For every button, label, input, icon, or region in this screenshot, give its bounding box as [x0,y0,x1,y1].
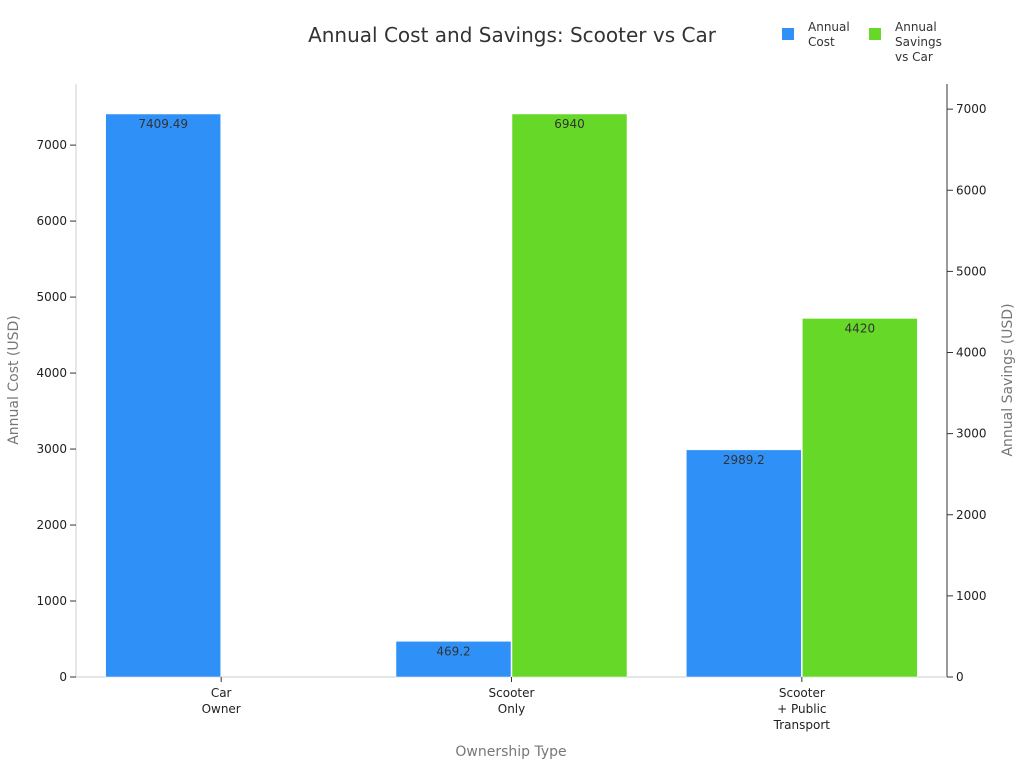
bar-value-label: 2989.2 [723,453,765,467]
y2-tick-label: 3000 [956,427,987,441]
bar-annual-savings-vs-car-scooter-public-transport [802,318,918,678]
bar-annual-cost-scooter-public-transport [686,449,802,678]
x-tick-label-line: Owner [202,702,241,716]
y2-tick-label: 0 [956,670,964,684]
bar-annual-savings-vs-car-scooter-only [511,113,628,678]
y2-tick-label: 5000 [956,264,987,278]
y-tick-label: 5000 [36,290,67,304]
bar-value-label: 4420 [845,321,876,335]
y2-tick-label: 1000 [956,589,987,603]
y-tick-label: 3000 [36,442,67,456]
bar-value-label: 6940 [554,117,585,131]
y2-tick-label: 2000 [956,508,987,522]
right-y-ticks: 0 1000 2000 3000 4000 5000 6000 7000 [947,102,987,684]
y2-tick-label: 6000 [956,183,987,197]
bar-value-label: 7409.49 [138,117,188,131]
x-ticks: Car Owner Scooter Only Scooter + Public Transp… [202,677,831,732]
legend-label-annual-savings-vs-car: Annual Savings vs Car [895,20,942,64]
legend-label-line: Savings [895,35,942,49]
bars [105,113,918,678]
bar-annual-cost-scooter-only [395,641,512,678]
x-tick-label-line: Scooter [779,686,825,700]
y2-tick-label: 4000 [956,346,987,360]
y-tick-label: 0 [59,670,67,684]
y-tick-label: 2000 [36,518,67,532]
chart-title: Annual Cost and Savings: Scooter vs Car [308,23,717,47]
x-axis-title: Ownership Type [455,744,566,760]
y2-axis-title: Annual Savings (USD) [1000,303,1016,456]
bar-labels: 7409.49 469.2 6940 2989.2 4420 [138,117,875,658]
legend-label-annual-cost: Annual Cost [808,20,850,49]
legend-label-line: Annual [895,20,937,34]
x-tick-label-line: Transport [773,718,831,732]
left-y-ticks: 0 1000 2000 3000 4000 5000 6000 7000 [36,138,76,684]
y-tick-label: 1000 [36,594,67,608]
legend-swatch-annual-savings-vs-car [869,28,881,40]
x-tick-label: Scooter + Public Transport [773,686,831,732]
x-tick-label: Scooter Only [489,686,535,716]
x-tick-label-line: Car [211,686,232,700]
bar-annual-cost-car-owner [105,113,221,678]
legend-swatch-annual-cost [782,28,794,40]
bar-value-label: 469.2 [436,644,470,658]
y-tick-label: 6000 [36,214,67,228]
y2-tick-label: 7000 [956,102,987,116]
y-tick-label: 7000 [36,138,67,152]
x-tick-label-line: + Public [777,702,826,716]
y-tick-label: 4000 [36,366,67,380]
legend-label-line: Cost [808,35,835,49]
legend-label-line: Annual [808,20,850,34]
legend-label-line: vs Car [895,50,933,64]
y-axis-title: Annual Cost (USD) [6,315,22,445]
x-tick-label: Car Owner [202,686,241,716]
x-tick-label-line: Scooter [489,686,535,700]
x-tick-label-line: Only [498,702,526,716]
